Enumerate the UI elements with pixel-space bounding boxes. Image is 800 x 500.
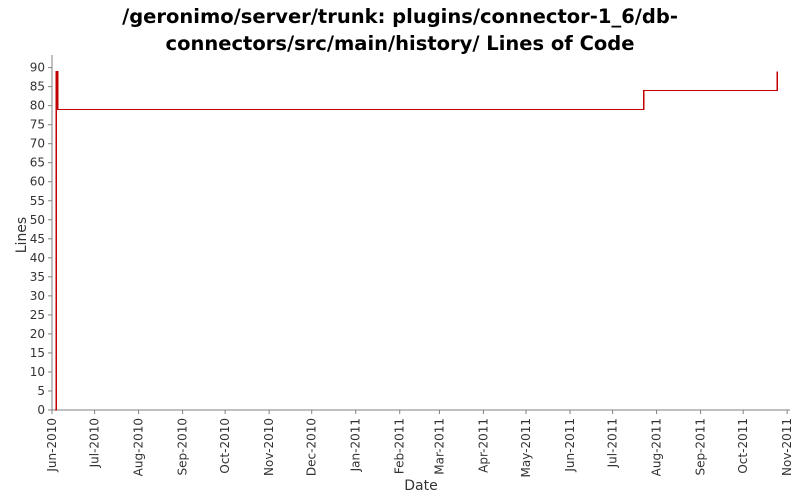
y-tick-label: 65 bbox=[30, 156, 45, 170]
y-tick-label: 75 bbox=[30, 118, 45, 132]
x-tick-label: Oct-2010 bbox=[218, 418, 232, 474]
x-tick-label: Jan-2011 bbox=[349, 418, 363, 472]
y-tick-label: 60 bbox=[30, 175, 45, 189]
x-tick-label: Nov-2011 bbox=[780, 418, 794, 476]
y-axis-ticks: 0 5 10 15 20 25 30 35 40 45 50 55 60 65 70 75 80 85 90 bbox=[30, 61, 52, 417]
x-tick-label: Dec-2010 bbox=[305, 418, 319, 476]
x-tick-label: Sep-2010 bbox=[176, 418, 190, 476]
y-tick-label: 10 bbox=[30, 365, 45, 379]
x-tick-label: May-2011 bbox=[519, 418, 533, 477]
y-tick-label: 90 bbox=[30, 61, 45, 75]
y-tick-label: 15 bbox=[30, 346, 45, 360]
x-tick-label: Jul-2011 bbox=[606, 418, 620, 468]
x-tick-label: Aug-2010 bbox=[132, 418, 146, 476]
x-tick-label: Sep-2011 bbox=[694, 418, 708, 476]
y-tick-label: 35 bbox=[30, 270, 45, 284]
x-tick-label: Apr-2011 bbox=[476, 418, 490, 473]
chart-title-line-1: /geronimo/server/trunk: plugins/connecto… bbox=[122, 5, 678, 28]
y-tick-label: 80 bbox=[30, 99, 45, 113]
x-tick-label: Jun-2010 bbox=[45, 418, 59, 473]
x-axis-label: Date bbox=[404, 478, 437, 494]
y-tick-label: 40 bbox=[30, 251, 45, 265]
x-tick-label: Aug-2011 bbox=[650, 418, 664, 476]
y-tick-label: 5 bbox=[37, 384, 45, 398]
y-tick-label: 0 bbox=[37, 403, 45, 417]
y-tick-label: 50 bbox=[30, 213, 45, 227]
x-axis-ticks: Jun-2010 Jul-2010 Aug-2010 Sep-2010 Oct-2010… bbox=[45, 410, 794, 477]
series-line bbox=[54, 70, 778, 411]
y-tick-label: 45 bbox=[30, 232, 45, 246]
y-tick-label: 25 bbox=[30, 308, 45, 322]
x-tick-label: Oct-2011 bbox=[736, 418, 750, 474]
x-tick-label: Feb-2011 bbox=[393, 418, 407, 474]
y-tick-label: 30 bbox=[30, 289, 45, 303]
x-tick-label: Jul-2010 bbox=[88, 418, 102, 468]
x-tick-label: Nov-2010 bbox=[262, 418, 276, 476]
x-tick-label: Mar-2011 bbox=[432, 418, 446, 475]
chart-title: /geronimo/server/trunk: plugins/connecto… bbox=[0, 0, 800, 57]
y-tick-label: 70 bbox=[30, 137, 45, 151]
y-tick-label: 20 bbox=[30, 327, 45, 341]
chart-title-line-2: connectors/src/main/history/ Lines of Co… bbox=[165, 32, 635, 55]
y-axis-label: Lines bbox=[14, 217, 30, 253]
y-tick-label: 85 bbox=[30, 80, 45, 94]
series-layer bbox=[54, 70, 778, 411]
y-tick-label: 55 bbox=[30, 194, 45, 208]
x-tick-label: Jun-2011 bbox=[563, 418, 577, 473]
